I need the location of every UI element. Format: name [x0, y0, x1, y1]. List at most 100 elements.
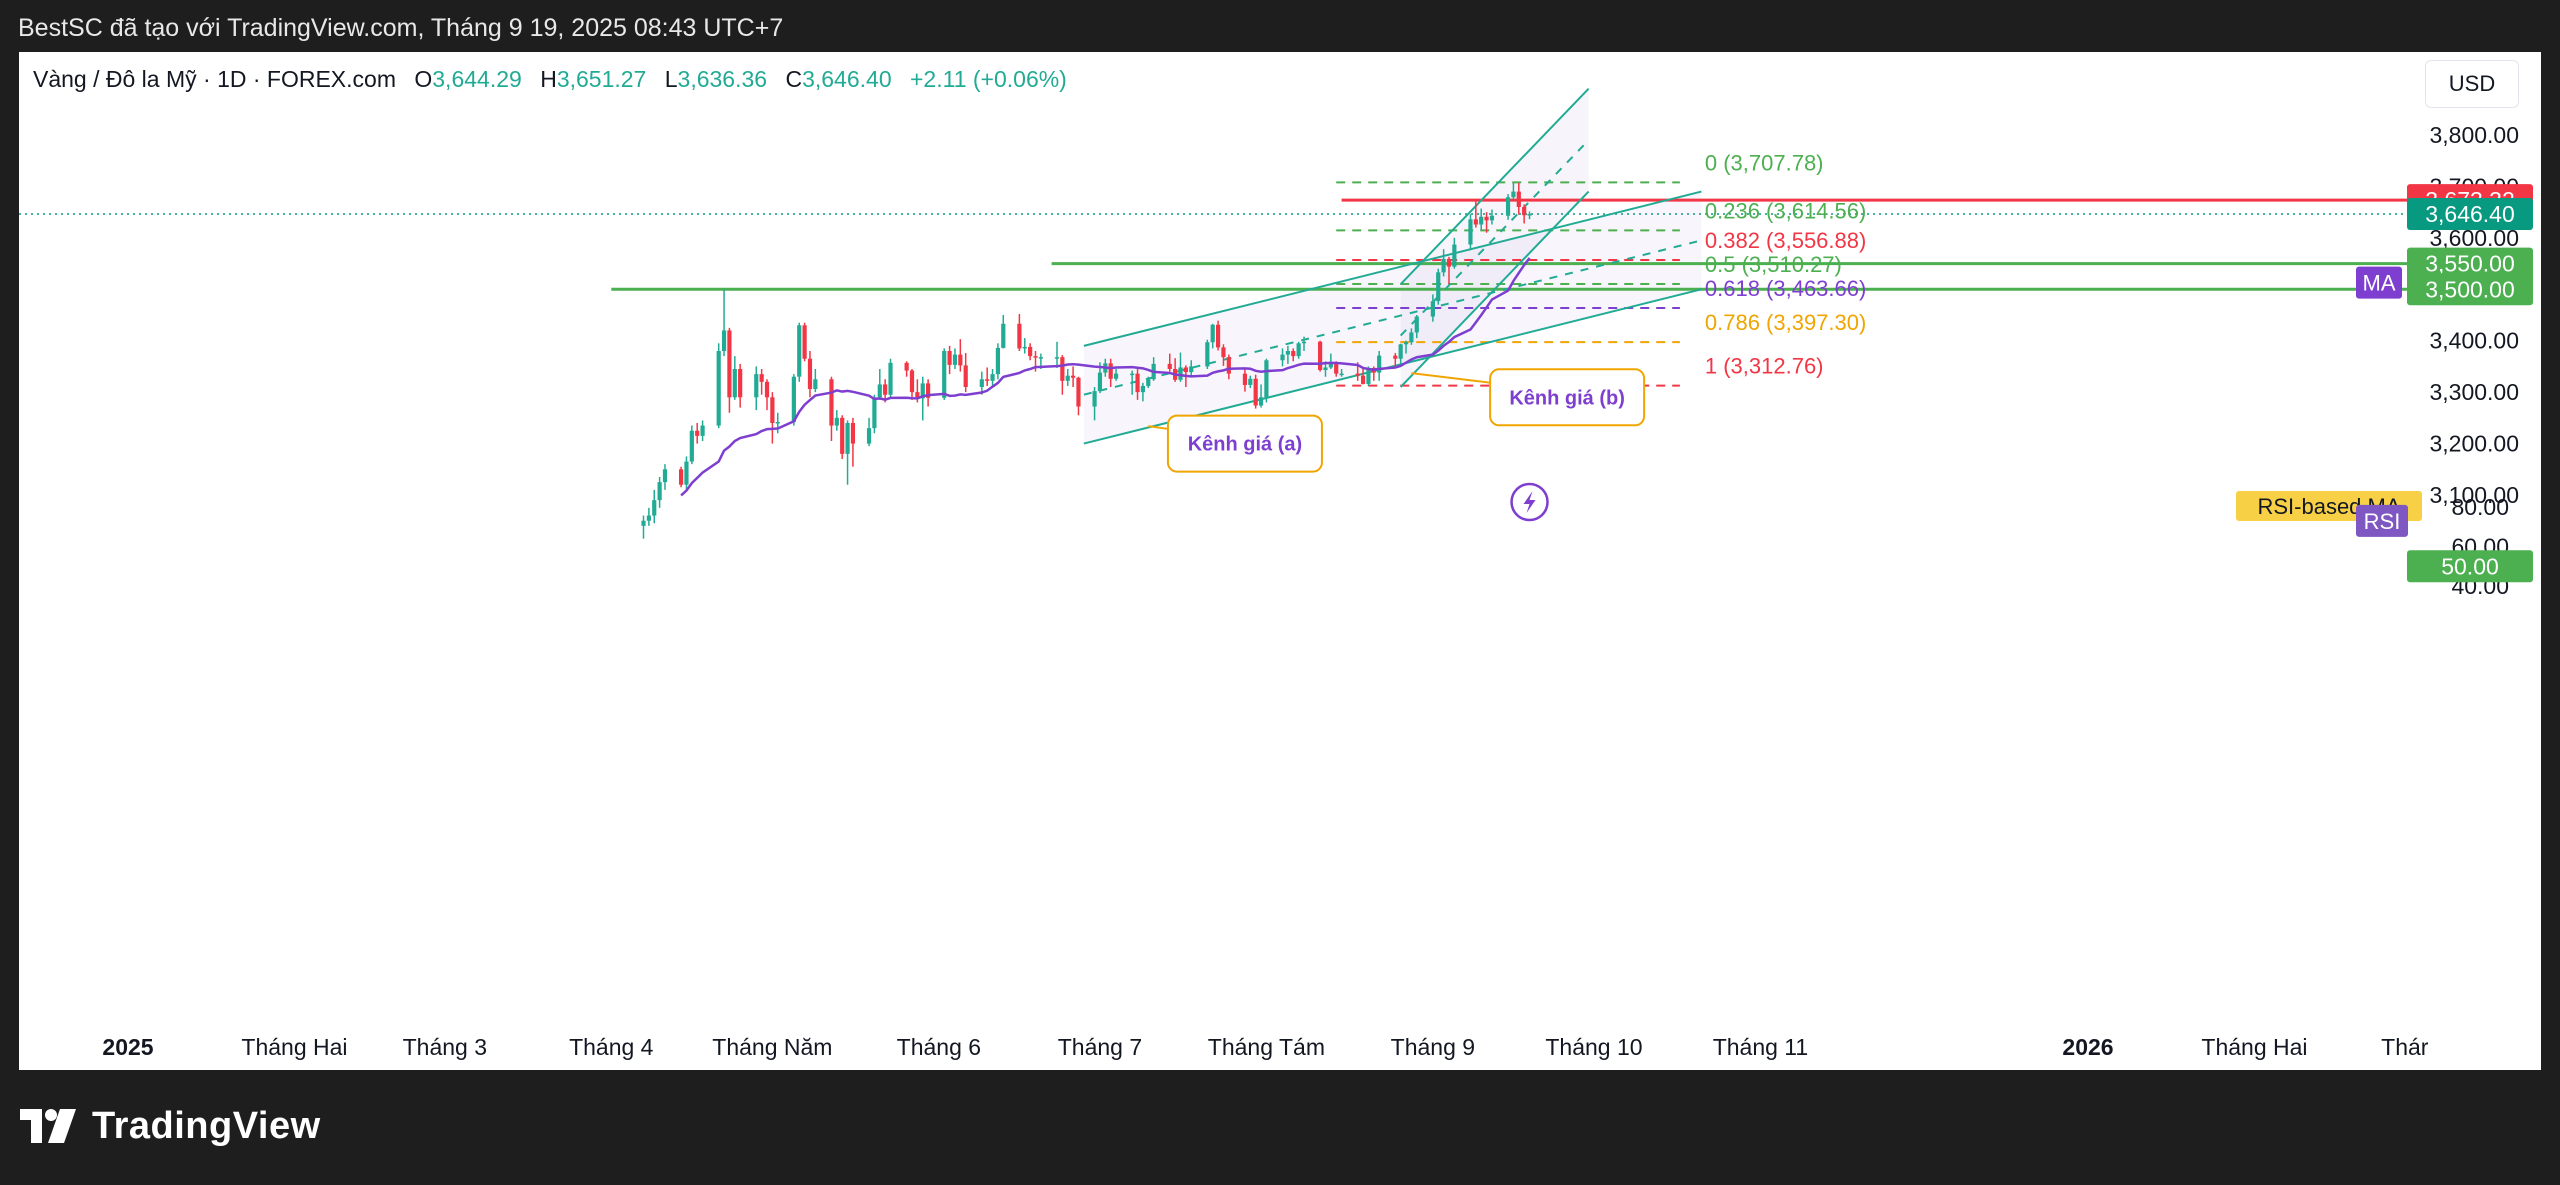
- channel-upper-line: [1399, 88, 1590, 285]
- time-axis-label: Tháng 3: [403, 1034, 487, 1060]
- candle-body: [963, 365, 968, 387]
- candle-body: [797, 325, 802, 377]
- rsi-line: [19, 511, 1530, 578]
- candle-body: [1038, 357, 1043, 359]
- price-tick-label: 3,100.00: [2429, 482, 2519, 508]
- candle-body: [1339, 373, 1344, 376]
- candle-body: [1414, 316, 1419, 333]
- candle-body: [1285, 351, 1290, 355]
- candle-body: [1146, 379, 1151, 386]
- candle-body: [1033, 356, 1038, 358]
- annotation-label: Kênh giá (b): [1509, 387, 1625, 409]
- price-tag: [2407, 273, 2533, 306]
- symbol-label: Vàng / Đô la Mỹ · 1D · FOREX.com: [33, 66, 396, 92]
- candle-body: [1473, 219, 1478, 225]
- candle-body: [1226, 357, 1231, 374]
- candle-body: [1328, 363, 1333, 368]
- time-axis-label: 2026: [2062, 1034, 2113, 1060]
- candle-body: [829, 379, 834, 426]
- candle-body: [995, 347, 1001, 375]
- candle-body: [807, 358, 813, 390]
- candle-body: [888, 362, 893, 395]
- rsi-level-tag: [2407, 550, 2533, 583]
- annotation-box: [1166, 414, 1323, 473]
- candle-body: [947, 351, 952, 365]
- tradingview-logo-icon: [20, 1109, 76, 1143]
- candle-body: [1130, 373, 1135, 376]
- open-label: O: [414, 66, 433, 92]
- fib-level-label: 0.786 (3,397.30): [1705, 310, 1866, 335]
- candle-body: [1167, 363, 1172, 369]
- candle-body: [877, 384, 882, 398]
- candle-body: [1258, 397, 1264, 406]
- candle-body: [641, 520, 646, 526]
- ohlc-legend: Vàng / Đô la Mỹ · 1D · FOREX.com O3,644.…: [33, 66, 1067, 93]
- candle-body: [1215, 324, 1221, 348]
- candle-body: [1403, 342, 1409, 345]
- candle-body: [738, 369, 743, 398]
- candle-body: [1511, 191, 1516, 198]
- candle-body: [678, 469, 684, 485]
- candle-body: [926, 383, 931, 398]
- price-tag-label: 3,646.40: [2425, 201, 2515, 227]
- candle-body: [904, 362, 909, 371]
- candle-body: [1097, 372, 1103, 392]
- low-label: L: [664, 66, 678, 92]
- header-caption: BestSC đã tạo với TradingView.com, Tháng…: [18, 14, 784, 42]
- change-value: +2.11 (+0.06%): [910, 66, 1067, 92]
- candle-body: [1001, 323, 1006, 348]
- candle-body: [1210, 324, 1215, 343]
- rsi-tag-label: RSI: [2364, 509, 2401, 534]
- candle-body: [1377, 355, 1382, 373]
- rsi-tag: [2356, 504, 2408, 537]
- candle-body: [646, 515, 651, 521]
- rsi-pane: [19, 511, 2419, 606]
- candle-body: [1178, 367, 1183, 380]
- price-tick-label: 3,400.00: [2429, 328, 2519, 354]
- annotation-pointer-line: [1411, 372, 1496, 385]
- candle-body: [850, 423, 856, 444]
- candle-body: [1393, 355, 1398, 359]
- rsi-band-fill: [19, 527, 2419, 606]
- candle-body: [909, 370, 915, 393]
- rsi-level-tag-label: 50.00: [2441, 553, 2499, 579]
- candle-body: [689, 430, 694, 462]
- candle-body: [834, 417, 839, 426]
- ma-tag: [2356, 266, 2402, 299]
- chart-svg[interactable]: 0 (3,707.78) 0.236 (3,614.56) 0.382 (3,556…: [19, 52, 2541, 1070]
- time-axis-label: Tháng 4: [569, 1034, 654, 1060]
- candle-body: [1065, 375, 1070, 381]
- candle-body: [1054, 357, 1060, 359]
- high-value: 3,651.27: [556, 66, 647, 92]
- candle-body: [662, 469, 668, 483]
- candle-body: [764, 381, 770, 398]
- fib-level-label: 0.236 (3,614.56): [1705, 198, 1866, 223]
- time-axis-label: Tháng Năm: [712, 1034, 832, 1060]
- price-tag: [2407, 247, 2533, 280]
- candle-body: [1248, 378, 1253, 385]
- candle-body: [1355, 373, 1360, 376]
- candle-body: [695, 430, 700, 436]
- candle-body: [1108, 363, 1113, 379]
- candle-body: [872, 397, 877, 429]
- candle-body: [1522, 207, 1527, 216]
- candle-body: [1409, 332, 1414, 343]
- candle-body: [770, 397, 775, 423]
- candle-body: [1468, 219, 1473, 245]
- candle-body: [1070, 375, 1076, 378]
- currency-button[interactable]: USD: [2425, 60, 2519, 108]
- fib-level-label: 0.618 (3,463.66): [1705, 276, 1866, 301]
- channel-middle-line: [1399, 139, 1590, 337]
- time-axis-label: Tháng 7: [1058, 1034, 1142, 1060]
- candle-body: [883, 384, 888, 395]
- channel-a-fill: [1083, 191, 1702, 444]
- candle-body: [1017, 323, 1022, 349]
- candle-body: [1113, 373, 1119, 379]
- chart-panel[interactable]: 0 (3,707.78) 0.236 (3,614.56) 0.382 (3,556…: [19, 52, 2541, 1070]
- fib-level-label: 0.382 (3,556.88): [1705, 228, 1866, 253]
- fib-level-label: 0 (3,707.78): [1705, 150, 1824, 175]
- candle-body: [700, 425, 705, 436]
- candle-body: [1334, 363, 1339, 374]
- time-axis-label: 2025: [102, 1034, 153, 1060]
- candle-body: [942, 351, 947, 398]
